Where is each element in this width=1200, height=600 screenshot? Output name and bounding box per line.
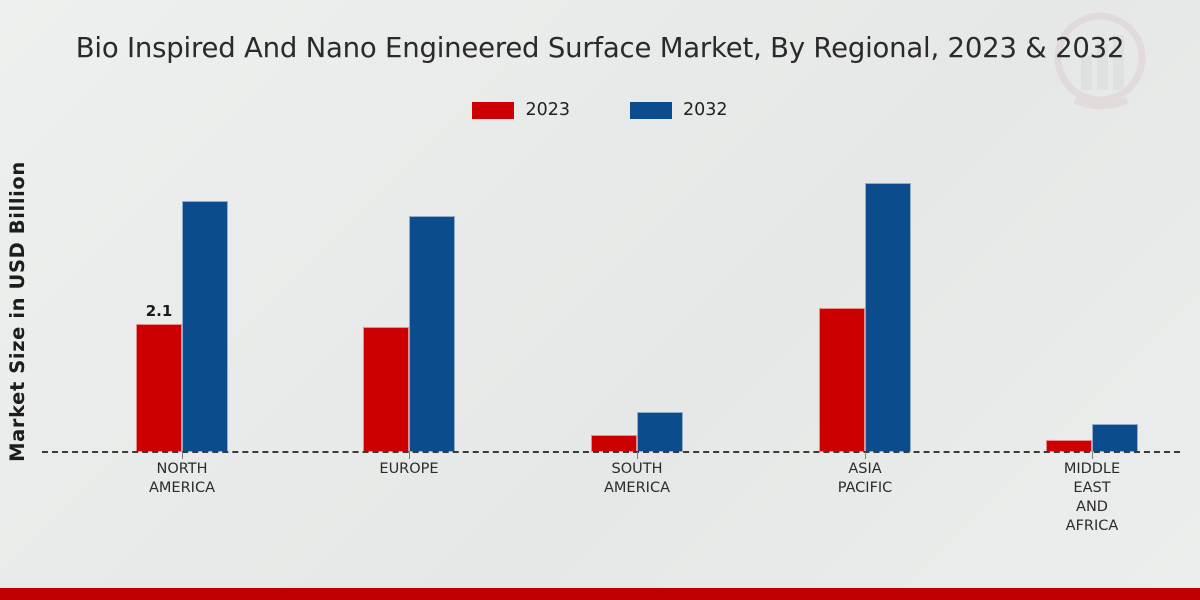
bar-2032-asia-pacific[interactable] (865, 182, 911, 452)
legend-label-2023: 2023 (525, 100, 570, 120)
legend-swatch-2032 (630, 101, 672, 119)
legend-label-2032: 2032 (683, 100, 728, 120)
page-title: Bio Inspired And Nano Engineered Surface… (75, 32, 1125, 64)
footer-band (0, 588, 1200, 600)
x-axis-tick (182, 452, 183, 459)
x-axis-category-label: ASIA PACIFIC (837, 461, 893, 496)
bar-group: 2.1 (136, 140, 228, 452)
bar-2032-south-america[interactable] (637, 412, 683, 452)
x-axis-category-label: MIDDLE EAST AND AFRICA (1063, 461, 1121, 534)
bar-group (363, 140, 455, 452)
x-axis-category-label: NORTH AMERICA (149, 461, 215, 496)
y-axis-label: Market Size in USD Billion (0, 0, 34, 600)
bar-group (819, 140, 911, 452)
bar-group (1046, 140, 1138, 452)
chart-legend: 2023 2032 (0, 100, 1200, 120)
legend-item-2023[interactable]: 2023 (472, 100, 570, 120)
bar-group (591, 140, 683, 452)
x-axis-tick (1092, 452, 1093, 459)
legend-item-2032[interactable]: 2032 (630, 100, 728, 120)
x-axis-line (42, 451, 1180, 453)
plot-area: 2.1 (42, 140, 1180, 452)
bar-2032-europe[interactable] (409, 216, 455, 452)
bar-value-label: 2.1 (145, 301, 173, 320)
x-axis-tick (409, 452, 410, 459)
x-axis-category-label: SOUTH AMERICA (604, 461, 670, 496)
bar-2023-south-america[interactable] (591, 435, 637, 452)
x-axis-category-label: EUROPE (379, 461, 439, 477)
bar-2023-europe[interactable] (363, 326, 409, 452)
bar-2023-asia-pacific[interactable] (819, 308, 865, 452)
bar-2032-middle-east-and-africa[interactable] (1092, 424, 1138, 452)
y-axis-label-text: Market Size in USD Billion (5, 161, 29, 462)
bar-2023-north-america[interactable] (136, 323, 182, 452)
bar-2032-north-america[interactable] (182, 201, 228, 452)
x-axis-tick (865, 452, 866, 459)
x-axis-tick (637, 452, 638, 459)
legend-swatch-2023 (472, 101, 515, 119)
